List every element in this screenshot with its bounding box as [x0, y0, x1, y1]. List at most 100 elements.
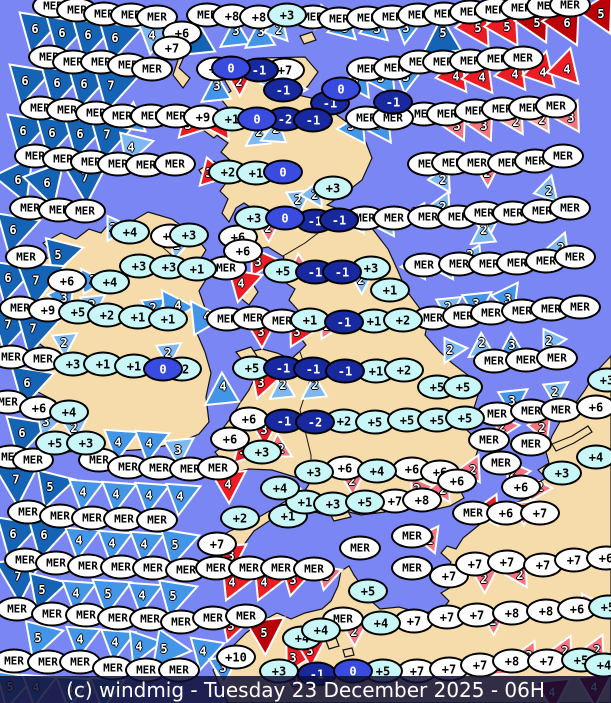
temperature-badge: 0: [265, 205, 305, 231]
temperature-badge: +1: [114, 353, 154, 379]
temperature-badge: +8: [402, 487, 442, 513]
temperature-badge: -1: [293, 107, 333, 133]
sea-station-badge: MER: [260, 555, 302, 581]
land-orkney: [299, 31, 317, 45]
temperature-badge: +10: [216, 644, 256, 670]
sea-station-badge: MER: [391, 555, 433, 581]
temperature-badge: -1: [322, 259, 362, 285]
temperature-badge: +7: [487, 549, 527, 575]
temperature-badge: +6: [501, 474, 541, 500]
temperature-badge: +4: [110, 219, 150, 245]
temperature-badge: +3: [169, 222, 209, 248]
temperature-badge: +6: [576, 394, 611, 420]
temperature-badge: +2: [220, 505, 260, 531]
land-channel-island-2: [342, 647, 355, 658]
temperature-badge: +1: [290, 307, 330, 333]
wind-triangle: 2: [436, 336, 470, 365]
sea-station-badge: MER: [502, 45, 544, 71]
temperature-badge: +3: [242, 439, 282, 465]
temperature-badge: +4: [49, 399, 89, 425]
wind-triangle: 4: [203, 370, 242, 407]
sea-station-badge: MER: [64, 198, 106, 224]
sea-station-badge: MER: [136, 507, 178, 533]
sea-station-badge: MER: [293, 556, 335, 582]
temperature-badge: +3: [313, 175, 353, 201]
temperature-badge: +1: [356, 358, 396, 384]
status-bar-text: (c) windmig - Tuesday 23 December 2025 -…: [66, 677, 545, 702]
temperature-badge: +6: [437, 468, 477, 494]
temperature-badge: +2: [383, 307, 423, 333]
temperature-badge: -2: [295, 409, 335, 435]
land-dutch-islands: [551, 425, 593, 452]
temperature-badge: +3: [294, 459, 334, 485]
sea-station-badge: MER: [5, 244, 47, 270]
sea-station-badge: MER: [131, 56, 173, 82]
sea-station-badge: MER: [125, 152, 167, 178]
temperature-badge: +6: [229, 406, 269, 432]
sea-station-badge: MER: [510, 431, 552, 457]
temperature-badge: +8: [492, 648, 532, 674]
temperature-badge: -1: [324, 309, 364, 335]
temperature-badge: +6: [223, 238, 263, 264]
temperature-badge: +2: [384, 357, 424, 383]
sea-station-badge: MER: [535, 93, 577, 119]
temperature-badge: +4: [576, 444, 611, 470]
temperature-badge: +3: [267, 2, 307, 28]
temperature-badge: +5: [348, 578, 388, 604]
temperature-badge: -1: [325, 358, 365, 384]
temperature-badge: 0: [237, 106, 277, 132]
temperature-badge: +7: [457, 602, 497, 628]
temperature-badge: +6: [47, 268, 87, 294]
temperature-badge: 0: [211, 55, 251, 81]
temperature-badge: +7: [520, 500, 560, 526]
sea-station-badge: MER: [225, 603, 267, 629]
sea-station-badge: MER: [549, 0, 591, 18]
temperature-badge: +4: [260, 475, 300, 501]
temperature-badge: +5: [443, 374, 483, 400]
temperature-badge: +7: [152, 35, 192, 61]
temperature-badge: 0: [263, 159, 303, 185]
temperature-badge: +3: [542, 460, 582, 486]
sea-station-badge: MER: [154, 151, 196, 177]
temperature-badge: 0: [143, 356, 183, 382]
temperature-badge: +3: [66, 430, 106, 456]
sea-station-badge: MER: [521, 198, 563, 224]
sea-station-badge: MER: [160, 609, 202, 635]
temperature-badge: -1: [263, 77, 303, 103]
temperature-badge: +5: [232, 355, 272, 381]
temperature-badge: +6: [19, 395, 59, 421]
temperature-badge: +6: [586, 545, 611, 571]
temperature-badge: +7: [527, 648, 567, 674]
temperature-badge: +4: [361, 610, 401, 636]
temperature-badge: +1: [370, 277, 410, 303]
wind-triangle: 4: [544, 46, 586, 90]
sea-station-badge: MER: [559, 294, 601, 320]
temperature-badge: +1: [148, 306, 188, 332]
temperature-badge: +5: [445, 405, 485, 431]
sea-station-badge: MER: [549, 195, 591, 221]
temperature-badge: +4: [90, 269, 130, 295]
sea-station-badge: MER: [136, 4, 178, 30]
temperature-badge: -1: [319, 207, 359, 233]
temperature-badge: -1: [373, 89, 413, 115]
temperature-badge: +5: [345, 489, 385, 515]
sea-station-badge: MER: [197, 455, 239, 481]
status-bar: (c) windmig - Tuesday 23 December 2025 -…: [0, 676, 611, 703]
temperature-badge: +4: [301, 617, 341, 643]
temperature-badge: +6: [486, 500, 526, 526]
sea-station-badge: MER: [339, 535, 381, 561]
temperature-badge: +5: [588, 594, 611, 620]
sea-station-badge: MER: [468, 427, 510, 453]
sea-station-badge: MER: [536, 345, 578, 371]
sea-station-badge: MER: [554, 244, 596, 270]
temperature-badge: 0: [321, 76, 361, 102]
temperature-badge: +3: [587, 367, 611, 393]
sea-station-badge: MER: [542, 143, 584, 169]
temperature-badge: +7: [197, 531, 237, 557]
sea-station-badge: MER: [480, 450, 522, 476]
sea-station-badge: MER: [169, 456, 211, 482]
temperature-badge: +1: [177, 256, 217, 282]
sea-station-badge: MER: [391, 523, 433, 549]
temperature-badge: +4: [357, 458, 397, 484]
